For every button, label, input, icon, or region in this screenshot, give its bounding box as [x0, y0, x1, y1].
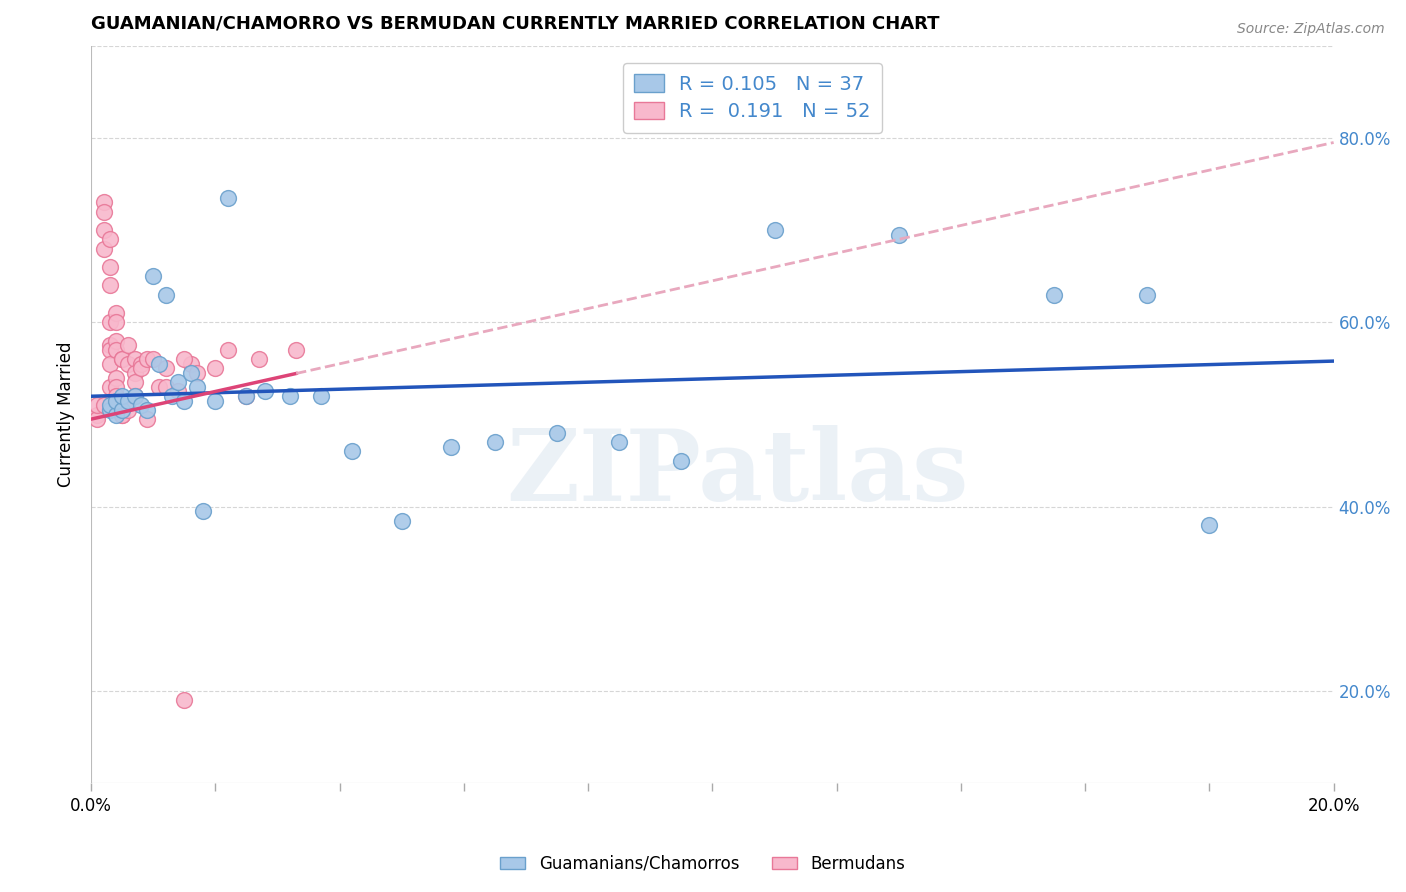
- Point: [186, 380, 208, 394]
- Point: [607, 435, 630, 450]
- Point: [129, 398, 152, 412]
- Point: [98, 403, 121, 417]
- Point: [546, 425, 568, 440]
- Point: [117, 357, 139, 371]
- Point: [173, 393, 195, 408]
- Point: [136, 403, 159, 417]
- Point: [105, 370, 128, 384]
- Point: [235, 389, 257, 403]
- Point: [105, 389, 128, 403]
- Point: [142, 352, 165, 367]
- Text: Source: ZipAtlas.com: Source: ZipAtlas.com: [1237, 22, 1385, 37]
- Point: [98, 338, 121, 352]
- Point: [148, 357, 170, 371]
- Point: [93, 242, 115, 256]
- Point: [1198, 518, 1220, 533]
- Point: [173, 352, 195, 367]
- Point: [391, 514, 413, 528]
- Point: [278, 389, 301, 403]
- Point: [98, 380, 121, 394]
- Text: GUAMANIAN/CHAMORRO VS BERMUDAN CURRENTLY MARRIED CORRELATION CHART: GUAMANIAN/CHAMORRO VS BERMUDAN CURRENTLY…: [91, 15, 939, 33]
- Point: [98, 278, 121, 293]
- Point: [136, 352, 159, 367]
- Point: [111, 352, 134, 367]
- Point: [180, 357, 202, 371]
- Point: [191, 504, 214, 518]
- Point: [204, 393, 226, 408]
- Point: [111, 352, 134, 367]
- Legend: Guamanians/Chamorros, Bermudans: Guamanians/Chamorros, Bermudans: [494, 848, 912, 880]
- Point: [1136, 287, 1159, 301]
- Point: [186, 366, 208, 380]
- Y-axis label: Currently Married: Currently Married: [58, 342, 75, 487]
- Point: [117, 338, 139, 352]
- Point: [105, 343, 128, 357]
- Point: [440, 440, 463, 454]
- Point: [136, 412, 159, 426]
- Point: [98, 260, 121, 274]
- Point: [285, 343, 308, 357]
- Point: [309, 389, 332, 403]
- Point: [124, 366, 146, 380]
- Point: [763, 223, 786, 237]
- Point: [105, 334, 128, 348]
- Point: [93, 223, 115, 237]
- Point: [217, 191, 239, 205]
- Point: [105, 306, 128, 320]
- Point: [86, 408, 108, 422]
- Point: [117, 403, 139, 417]
- Point: [887, 227, 910, 242]
- Point: [155, 287, 177, 301]
- Point: [148, 380, 170, 394]
- Point: [204, 361, 226, 376]
- Point: [155, 380, 177, 394]
- Point: [124, 389, 146, 403]
- Point: [173, 693, 195, 707]
- Point: [671, 453, 693, 467]
- Point: [105, 315, 128, 329]
- Text: ZIPatlas: ZIPatlas: [506, 425, 969, 522]
- Legend: R = 0.105   N = 37, R =  0.191   N = 52: R = 0.105 N = 37, R = 0.191 N = 52: [623, 62, 883, 133]
- Point: [111, 403, 134, 417]
- Point: [160, 389, 183, 403]
- Point: [93, 398, 115, 412]
- Point: [105, 380, 128, 394]
- Point: [105, 408, 128, 422]
- Point: [167, 376, 190, 390]
- Point: [180, 366, 202, 380]
- Point: [254, 384, 277, 399]
- Point: [129, 357, 152, 371]
- Point: [117, 393, 139, 408]
- Point: [155, 361, 177, 376]
- Point: [93, 204, 115, 219]
- Point: [167, 384, 190, 399]
- Point: [111, 389, 134, 403]
- Point: [111, 408, 134, 422]
- Point: [340, 444, 363, 458]
- Point: [1043, 287, 1066, 301]
- Point: [98, 343, 121, 357]
- Point: [124, 376, 146, 390]
- Point: [124, 389, 146, 403]
- Point: [129, 361, 152, 376]
- Point: [98, 232, 121, 246]
- Point: [98, 398, 121, 412]
- Point: [86, 398, 108, 412]
- Point: [124, 352, 146, 367]
- Point: [247, 352, 270, 367]
- Point: [98, 357, 121, 371]
- Point: [142, 269, 165, 284]
- Point: [484, 435, 506, 450]
- Point: [235, 389, 257, 403]
- Point: [86, 412, 108, 426]
- Point: [93, 195, 115, 210]
- Point: [98, 315, 121, 329]
- Point: [105, 393, 128, 408]
- Point: [217, 343, 239, 357]
- Point: [111, 408, 134, 422]
